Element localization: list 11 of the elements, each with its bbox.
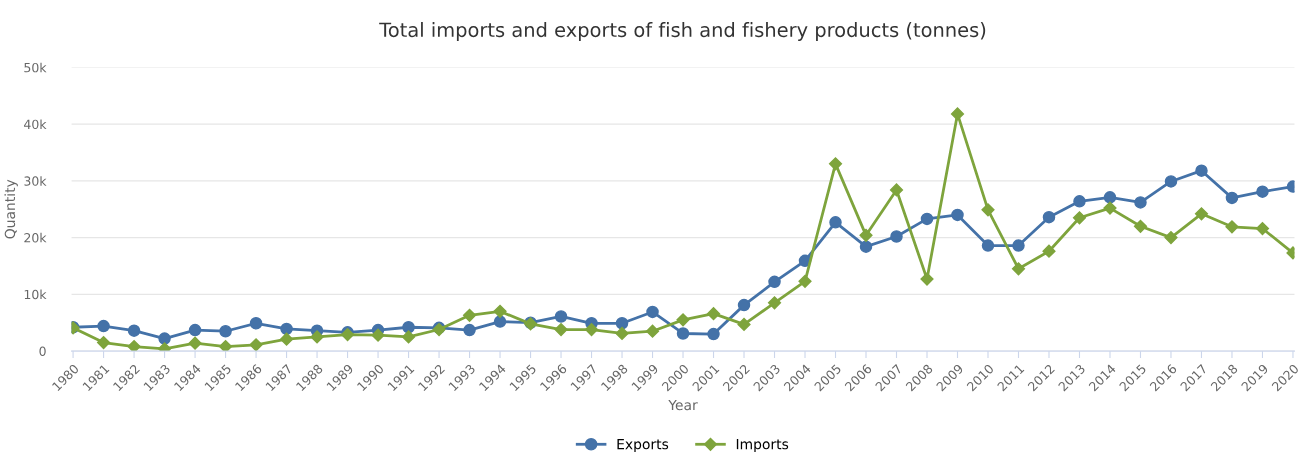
- y-tick-label: 20k: [24, 232, 47, 243]
- y-tick-label: 0: [39, 346, 46, 356]
- y-tick-label: 30k: [24, 176, 47, 186]
- legend-label: Exports: [617, 439, 669, 453]
- legend-label: Imports: [736, 439, 789, 453]
- y-tick-label: 40k: [24, 119, 47, 130]
- y-axis-title: Quantity: [4, 179, 18, 239]
- y-tick-label: 50k: [24, 62, 47, 73]
- x-axis-title: Year: [668, 399, 698, 411]
- y-tick-label: 10k: [24, 289, 47, 300]
- chart-title: Total imports and exports of fish and fishery products (tonnes): [379, 22, 986, 41]
